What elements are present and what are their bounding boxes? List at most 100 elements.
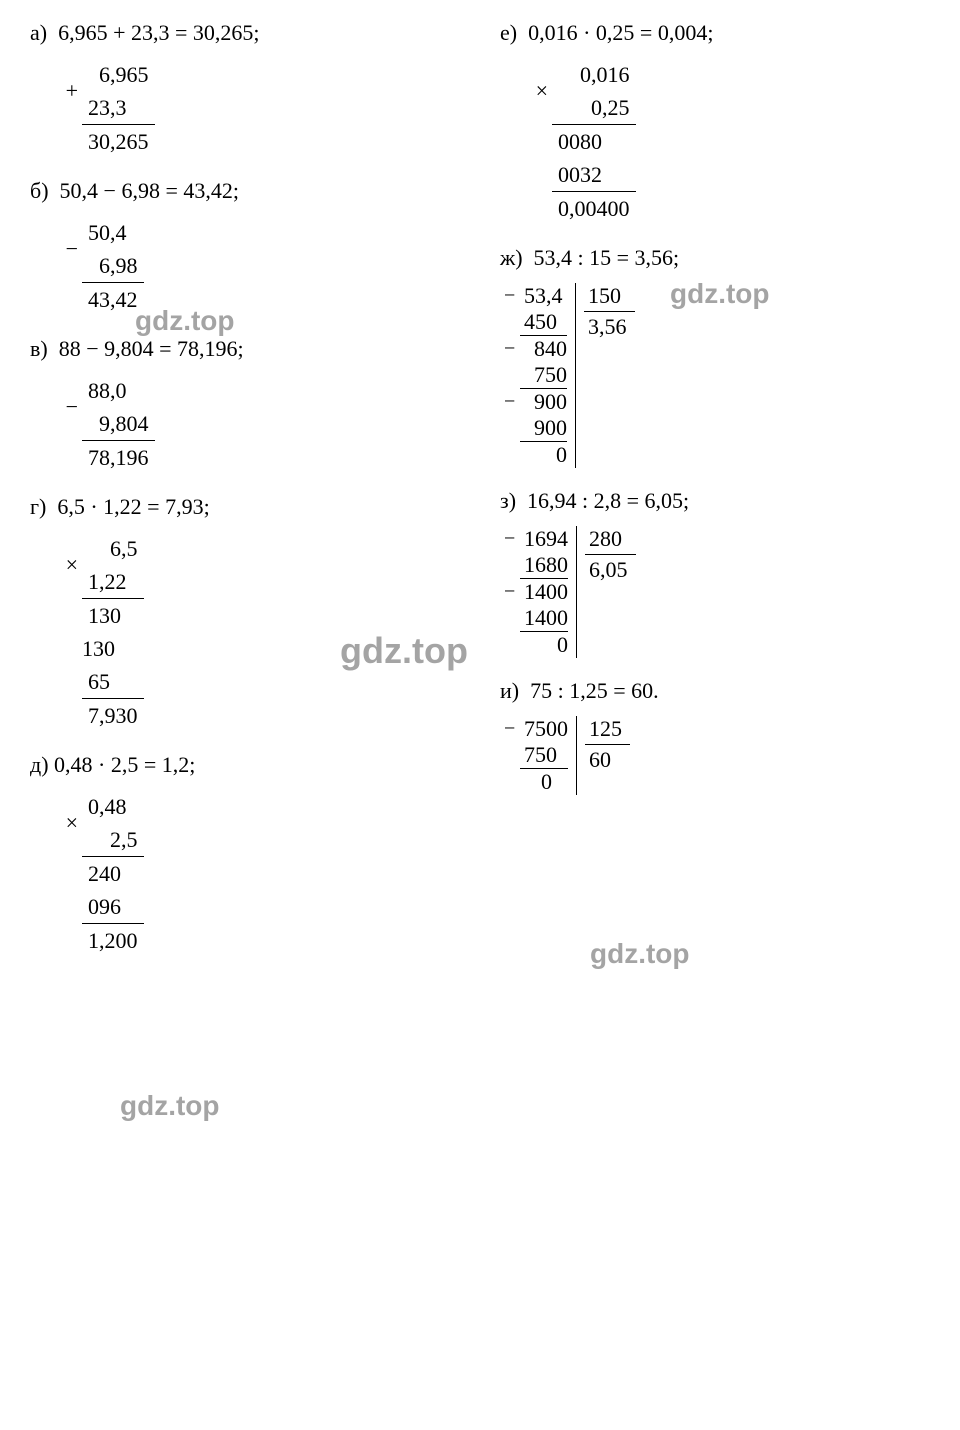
problem-label: е) [500,20,517,45]
problem-equation: а) 6,965 + 23,3 = 30,265; [30,20,460,46]
quotient: 3,56 [584,312,635,340]
quotient: 6,05 [585,555,636,583]
operand: 0,25 [552,91,636,125]
problem-zh: ж) 53,4 : 15 = 3,56; 53,4 450 840 750 90… [500,245,930,468]
operand: 0,016 [552,58,636,91]
partial: 130 [82,632,144,665]
problem-label: в) [30,336,48,361]
operand: 0,48 [82,790,144,823]
problem-a: а) 6,965 + 23,3 = 30,265; + 6,965 23,3 3… [30,20,460,158]
problem-label: а) [30,20,47,45]
calculation: × 0,48 2,5 240 096 1,200 [62,790,460,957]
partial: 65 [82,665,144,699]
div-step: 750 [520,742,568,769]
equation-text: 16,94 : 2,8 = 6,05; [527,488,689,513]
equation-text: 53,4 : 15 = 3,56; [534,245,680,270]
problem-label: д) [30,752,49,777]
problem-v: в) 88 − 9,804 = 78,196; − 88,0 9,804 78,… [30,336,460,474]
plus-sign: + [62,74,78,107]
div-step: 840 [520,336,567,362]
divisor: 150 [584,283,635,312]
div-step: 750 [520,362,567,389]
dividend: 7500 [520,716,568,742]
minus-sign: − [62,232,78,265]
equation-text: 0,016 · 0,25 = 0,004; [528,20,713,45]
equation-text: 50,4 − 6,98 = 43,42; [60,178,239,203]
div-step: 1400 [520,605,568,632]
operand: 6,5 [82,532,144,565]
problem-equation: е) 0,016 · 0,25 = 0,004; [500,20,930,46]
operand: 88,0 [82,374,155,407]
problem-label: з) [500,488,516,513]
problem-equation: з) 16,94 : 2,8 = 6,05; [500,488,930,514]
equation-text: 6,5 · 1,22 = 7,93; [57,494,209,519]
result: 1,200 [82,924,144,957]
remainder: 0 [520,769,568,795]
calculation: × 0,016 0,25 0080 0032 0,00400 [532,58,930,225]
problem-label: ж) [500,245,523,270]
result: 78,196 [82,441,155,474]
problem-equation: б) 50,4 − 6,98 = 43,42; [30,178,460,204]
result: 43,42 [82,283,144,316]
equation-text: 88 − 9,804 = 78,196; [59,336,244,361]
partial: 0080 [552,125,636,158]
divisor: 125 [585,716,630,745]
div-step: 450 [520,309,567,336]
problem-equation: в) 88 − 9,804 = 78,196; [30,336,460,362]
partial: 240 [82,857,144,890]
equation-text: 0,48 · 2,5 = 1,2; [54,752,195,777]
div-step: 900 [520,389,567,415]
problem-label: и) [500,678,519,703]
calculation: + 6,965 23,3 30,265 [62,58,460,158]
result: 30,265 [82,125,155,158]
problem-equation: д) 0,48 · 2,5 = 1,2; [30,752,460,778]
problem-equation: г) 6,5 · 1,22 = 7,93; [30,494,460,520]
times-sign: × [62,548,78,581]
equation-text: 6,965 + 23,3 = 30,265; [58,20,259,45]
right-column: е) 0,016 · 0,25 = 0,004; × 0,016 0,25 00… [480,20,950,977]
watermark-text: gdz.top [120,1090,220,1122]
div-step: 1680 [520,552,568,579]
result: 7,930 [82,699,144,732]
operand: 9,804 [82,407,155,441]
problem-equation: и) 75 : 1,25 = 60. [500,678,930,704]
div-step: 900 [520,415,567,442]
operand: 6,98 [82,249,144,283]
problem-equation: ж) 53,4 : 15 = 3,56; [500,245,930,271]
operand: 6,965 [82,58,155,91]
operand: 50,4 [82,216,144,249]
operand: 23,3 [82,91,155,125]
problem-d: д) 0,48 · 2,5 = 1,2; × 0,48 2,5 240 096 … [30,752,460,957]
calculation: − 50,4 6,98 43,42 [62,216,460,316]
long-division: 1694 1680 1400 1400 0 280 6,05 [520,526,930,658]
operand: 1,22 [82,565,144,599]
problem-label: г) [30,494,46,519]
partial: 0032 [552,158,636,192]
remainder: 0 [520,442,567,468]
divisor: 280 [585,526,636,555]
long-division: 53,4 450 840 750 900 900 0 150 3,56 [520,283,930,468]
remainder: 0 [520,632,568,658]
page-content: а) 6,965 + 23,3 = 30,265; + 6,965 23,3 3… [0,0,960,997]
minus-sign: − [62,390,78,423]
div-step: 1400 [520,579,568,605]
problem-z: з) 16,94 : 2,8 = 6,05; 1694 1680 1400 14… [500,488,930,658]
dividend: 1694 [520,526,568,552]
partial: 130 [82,599,144,632]
result: 0,00400 [552,192,636,225]
operand: 2,5 [82,823,144,857]
calculation: − 88,0 9,804 78,196 [62,374,460,474]
problem-e: е) 0,016 · 0,25 = 0,004; × 0,016 0,25 00… [500,20,930,225]
problem-b: б) 50,4 − 6,98 = 43,42; − 50,4 6,98 43,4… [30,178,460,316]
problem-label: б) [30,178,49,203]
partial: 096 [82,890,144,924]
quotient: 60 [585,745,630,773]
equation-text: 75 : 1,25 = 60. [530,678,659,703]
dividend: 53,4 [520,283,567,309]
calculation: × 6,5 1,22 130 130 65 7,930 [62,532,460,732]
left-column: а) 6,965 + 23,3 = 30,265; + 6,965 23,3 3… [10,20,480,977]
problem-i: и) 75 : 1,25 = 60. 7500 750 0 125 60 [500,678,930,795]
times-sign: × [62,806,78,839]
problem-g: г) 6,5 · 1,22 = 7,93; × 6,5 1,22 130 130… [30,494,460,732]
times-sign: × [532,74,548,107]
